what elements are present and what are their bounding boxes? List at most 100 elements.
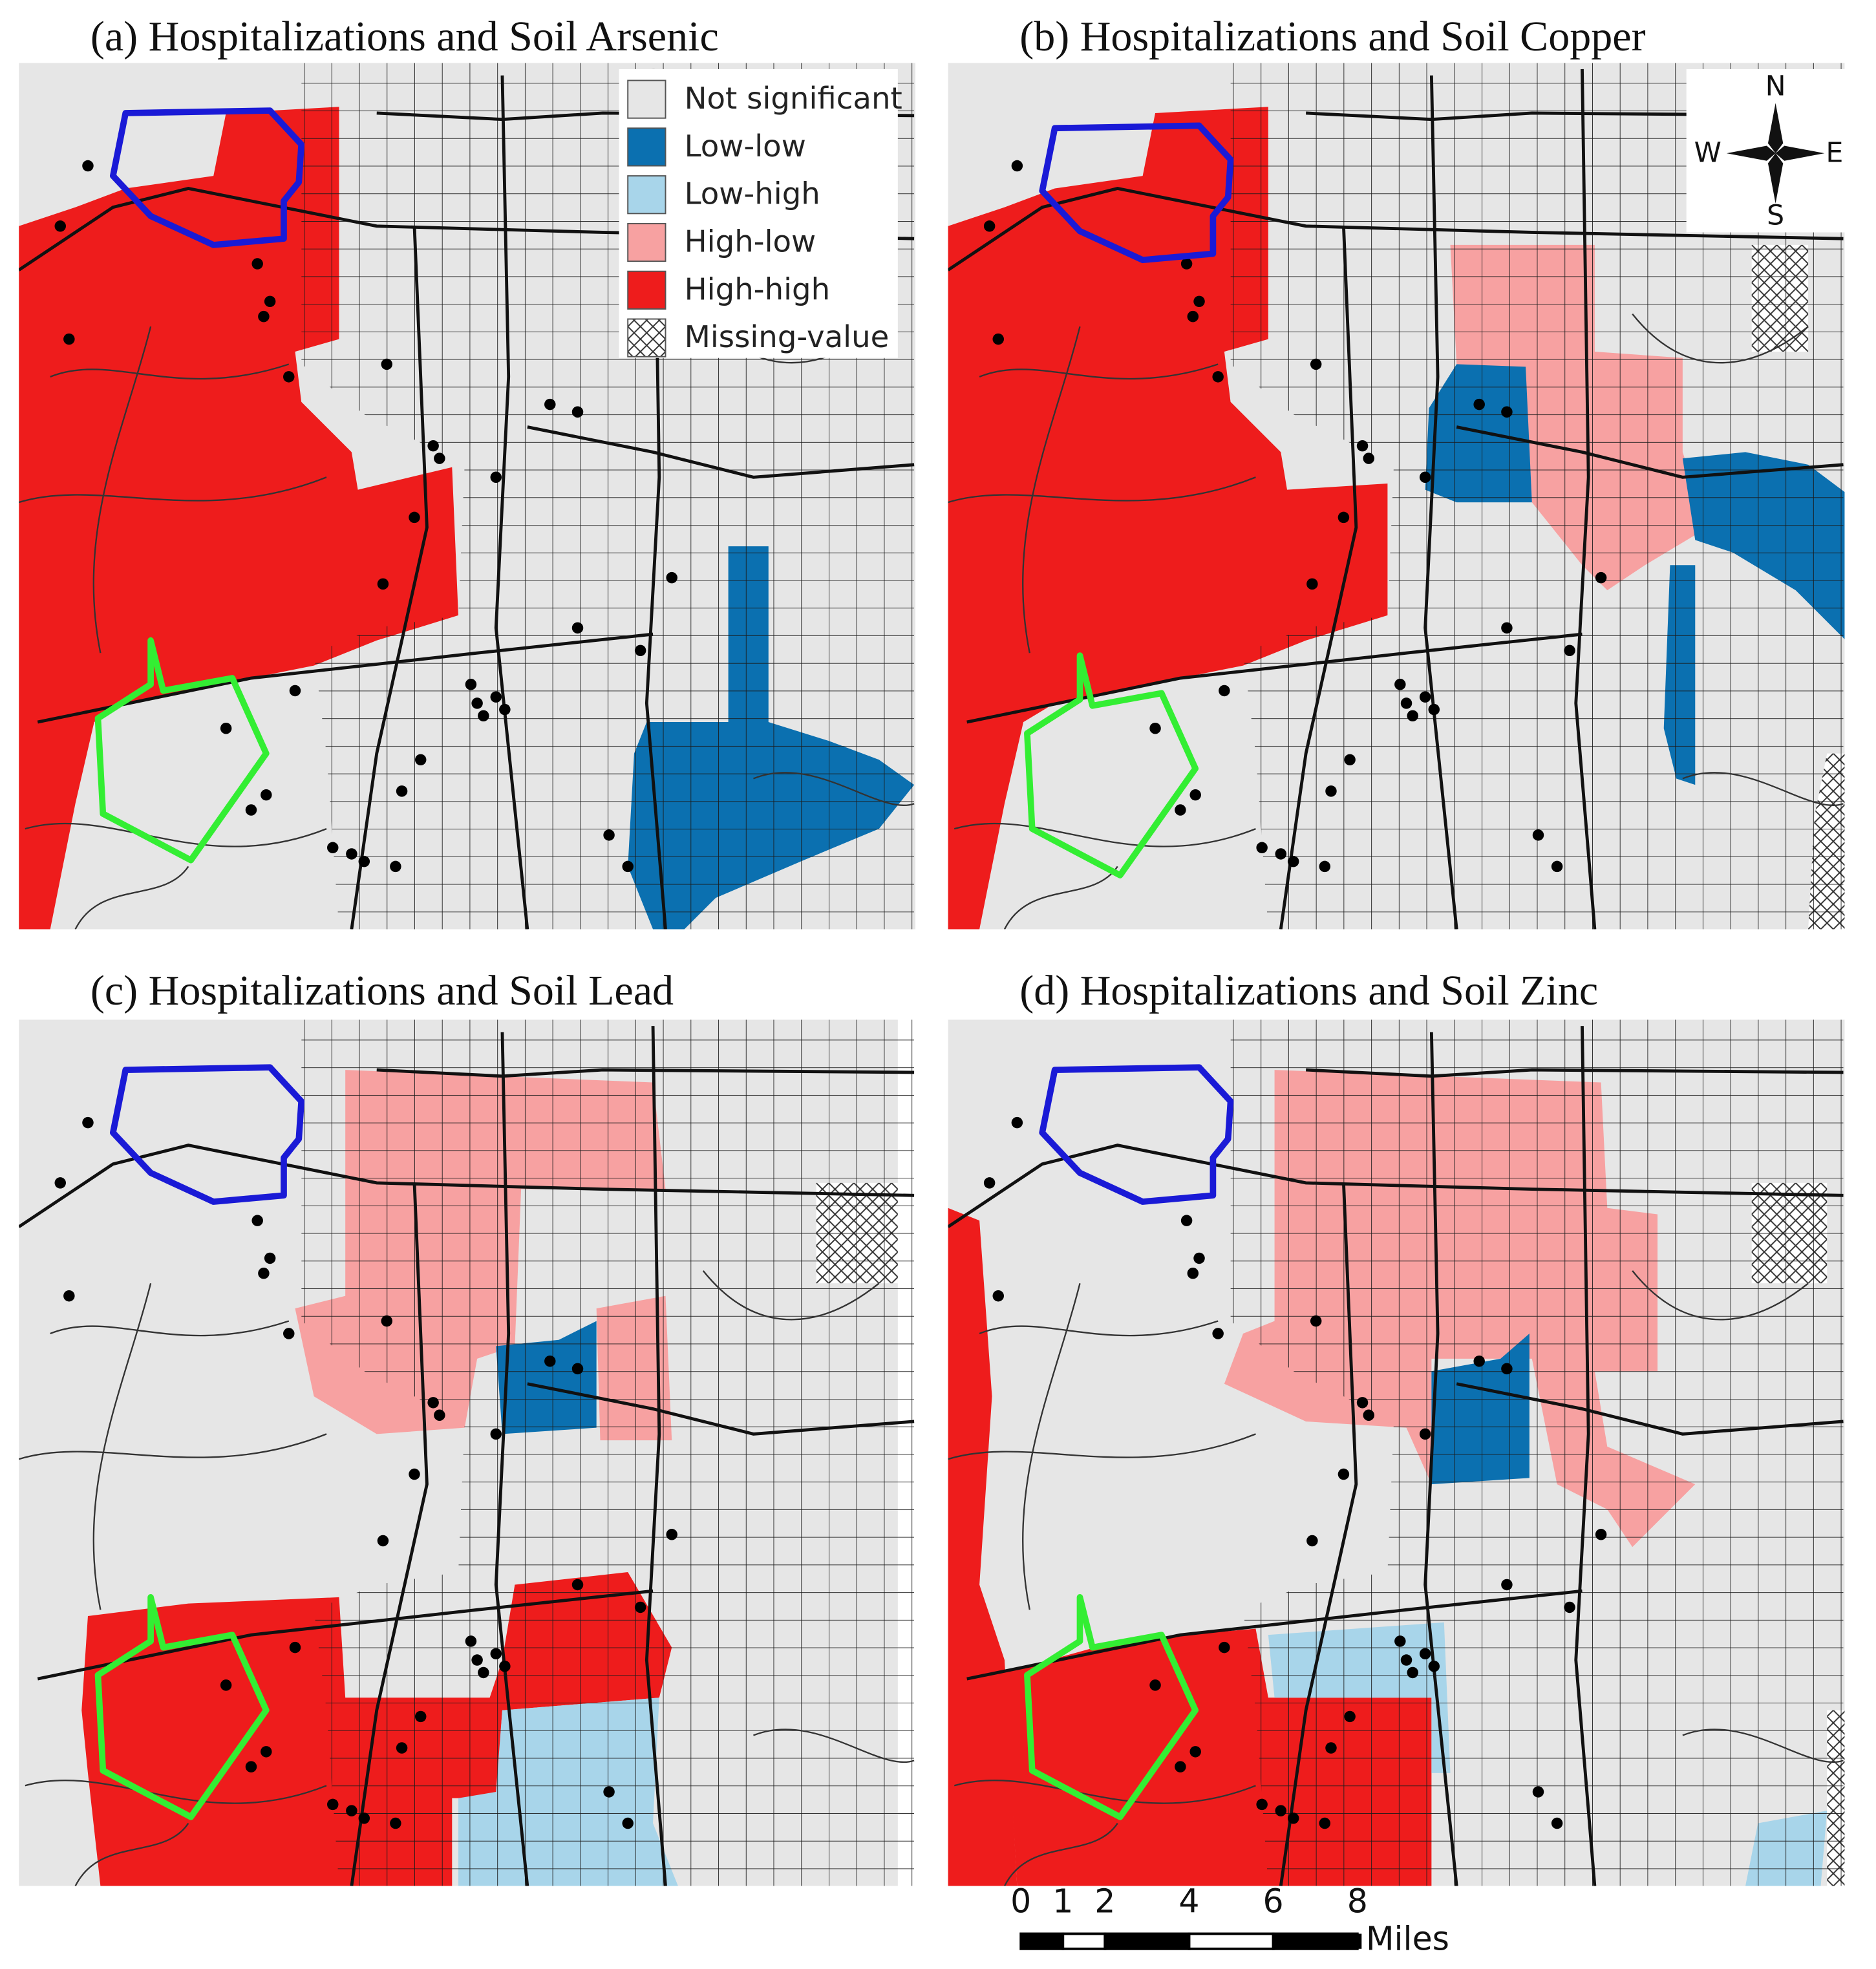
site-dot	[1187, 1268, 1199, 1279]
site-dot	[427, 1397, 439, 1409]
site-dot	[544, 398, 556, 410]
site-dot	[289, 1641, 301, 1654]
site-dot	[63, 1290, 75, 1302]
site-dot	[1473, 398, 1485, 410]
site-dot	[478, 710, 489, 722]
site-dot	[1187, 310, 1199, 323]
site-dot	[245, 804, 257, 816]
compass-label: N	[1765, 70, 1786, 103]
legend-label: Not significant	[685, 81, 902, 116]
site-dot	[1564, 644, 1575, 657]
site-dot	[1175, 1761, 1186, 1772]
site-dot	[1400, 1654, 1412, 1666]
site-dot	[1306, 1535, 1318, 1547]
site-dot	[258, 1268, 270, 1279]
site-dot	[1256, 842, 1268, 854]
scale-label: 4	[1178, 1882, 1199, 1920]
site-dot	[1363, 452, 1374, 464]
legend-swatch	[627, 127, 666, 167]
site-dot	[571, 1363, 584, 1375]
scale-segment	[1019, 1932, 1065, 1950]
site-dot	[490, 1428, 502, 1440]
scale-segment	[1061, 1932, 1107, 1950]
site-dot	[1325, 785, 1337, 797]
map-panel	[19, 1019, 917, 1886]
site-dot	[54, 220, 66, 232]
compass-label: W	[1694, 137, 1721, 169]
site-dot	[1344, 754, 1356, 766]
site-dot	[1551, 860, 1563, 873]
site-dot	[434, 1409, 445, 1421]
site-dot	[1501, 622, 1513, 634]
site-dot	[490, 471, 502, 483]
site-dot	[1595, 571, 1607, 584]
site-dot	[409, 1468, 420, 1480]
site-dot	[490, 1648, 502, 1660]
panel-title: (b) Hospitalizations and Soil Copper	[1019, 13, 1645, 60]
site-dot	[1356, 440, 1369, 452]
site-dot	[414, 754, 427, 766]
site-dot	[261, 789, 272, 801]
site-dot	[434, 452, 445, 464]
legend: Not significant Low-low Low-high High-low Hi…	[619, 69, 902, 358]
site-dot	[1287, 855, 1299, 867]
scale-label: 1	[1052, 1882, 1073, 1920]
site-dot	[396, 1742, 408, 1754]
scale-unit: Miles	[1366, 1920, 1449, 1958]
site-dot	[82, 1116, 94, 1129]
site-dot	[1193, 1252, 1205, 1264]
site-dot	[1501, 1579, 1513, 1591]
site-dot	[54, 1177, 66, 1189]
site-dot	[1306, 578, 1318, 590]
site-dot	[992, 1290, 1004, 1302]
legend-label: Low-high	[685, 176, 820, 211]
site-dot	[390, 860, 401, 873]
site-dot	[1419, 1648, 1431, 1660]
site-dot	[499, 1661, 511, 1672]
site-dot	[1011, 160, 1023, 172]
site-dot	[1319, 1817, 1331, 1829]
site-dot	[1149, 723, 1161, 734]
site-dot	[1189, 789, 1201, 801]
site-dot	[544, 1355, 556, 1367]
site-dot	[1287, 1813, 1299, 1824]
legend-swatch	[627, 222, 666, 262]
site-dot	[1338, 511, 1350, 524]
site-dot	[1564, 1601, 1575, 1613]
site-dot	[1419, 1428, 1431, 1440]
site-dot	[666, 571, 677, 584]
site-dot	[1219, 1641, 1230, 1654]
site-dot	[261, 1746, 272, 1758]
site-dot	[1149, 1679, 1161, 1691]
site-dot	[390, 1817, 401, 1829]
scale-segment	[1272, 1932, 1359, 1950]
site-dot	[327, 1798, 339, 1811]
site-dot	[1407, 710, 1418, 722]
site-dot	[1344, 1710, 1356, 1723]
site-dot	[283, 371, 295, 383]
scale-label: 2	[1094, 1882, 1115, 1920]
site-dot	[220, 1679, 232, 1691]
map-panel	[948, 1019, 1845, 1886]
site-dot	[983, 1177, 996, 1189]
site-dot	[1501, 1363, 1513, 1375]
site-dot	[1256, 1798, 1268, 1811]
site-dot	[1193, 295, 1205, 308]
site-dot	[1011, 1116, 1023, 1129]
site-dot	[346, 1805, 357, 1816]
legend-label: Low-low	[685, 129, 806, 164]
site-dot	[396, 785, 408, 797]
site-dot	[1212, 1328, 1224, 1339]
site-dot	[358, 1813, 370, 1824]
legend-swatch	[627, 270, 666, 310]
site-dot	[1419, 471, 1431, 483]
site-dot	[1219, 685, 1230, 697]
site-dot	[1363, 1409, 1374, 1421]
site-dot	[603, 829, 615, 841]
panel-title: (a) Hospitalizations and Soil Arsenic	[91, 13, 719, 60]
site-dot	[1319, 860, 1331, 873]
site-dot	[1338, 1468, 1350, 1480]
site-dot	[1325, 1742, 1337, 1754]
site-dot	[1428, 703, 1440, 716]
